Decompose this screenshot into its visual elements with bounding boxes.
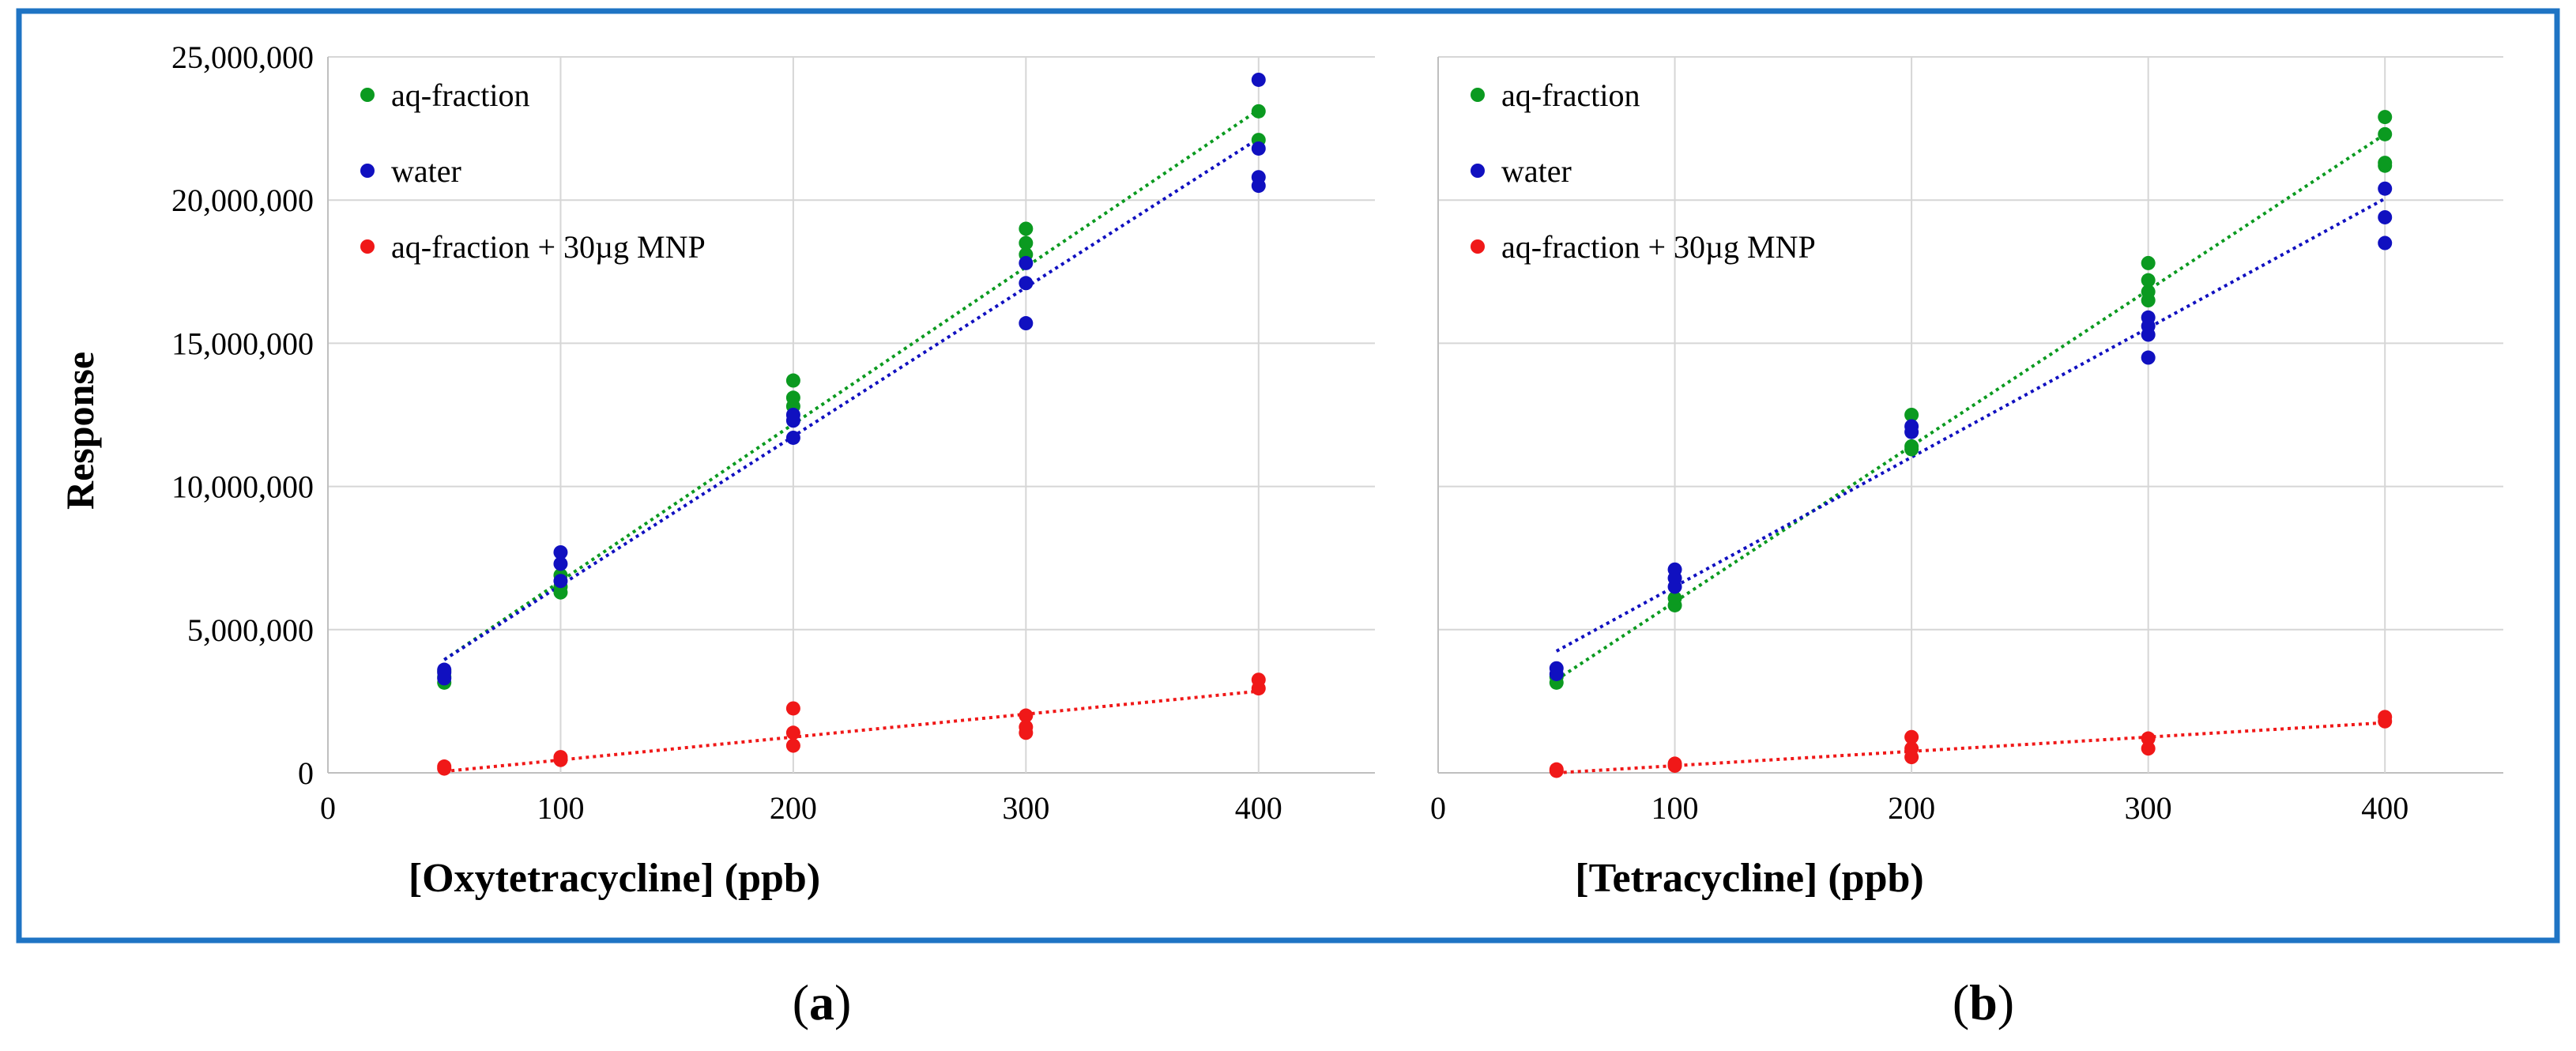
chart-a-legend-marker-aq-fraction-30-g-mnp bbox=[360, 239, 375, 254]
chart-a-x-tick-label: 300 bbox=[1002, 790, 1049, 826]
chart-b-x-tick-label: 300 bbox=[2125, 790, 2172, 826]
chart-b-legend-label-aq-fraction: aq-fraction bbox=[1501, 77, 1640, 113]
chart-a-y-tick-label: 25,000,000 bbox=[171, 40, 314, 75]
chart-b-point-aq-fraction bbox=[1904, 439, 1919, 454]
chart-b-point-water bbox=[2378, 209, 2393, 224]
chart-panel-a: 0 100 200 300 400 0 5,000,000 10,000,000 15,000,… bbox=[58, 40, 1375, 901]
chart-b-point-aq-fraction bbox=[1904, 408, 1919, 422]
chart-a-y-tick-label: 10,000,000 bbox=[171, 469, 314, 505]
chart-a-point-water bbox=[553, 544, 568, 559]
chart-a-point-aq-fraction bbox=[1019, 221, 1034, 236]
chart-b-point-aq-fraction-30-g-mnp bbox=[1904, 741, 1919, 756]
chart-b-x-axis-title: [Tetracycline] (ppb) bbox=[1575, 856, 1923, 901]
chart-b-point-water bbox=[2141, 350, 2156, 365]
chart-a-point-water bbox=[437, 662, 452, 677]
chart-a-point-aq-fraction bbox=[785, 390, 800, 405]
chart-b-x-tick-label: 0 bbox=[1430, 790, 1446, 826]
chart-b-point-water bbox=[1904, 419, 1919, 434]
chart-a-legend-label-water: water bbox=[391, 153, 461, 189]
panel-label-b-close: ) bbox=[1998, 974, 2014, 1030]
figure-border bbox=[16, 8, 2560, 944]
chart-a-legend-label-aq-fraction: aq-fraction bbox=[391, 77, 529, 113]
chart-a-point-water bbox=[1019, 316, 1034, 331]
chart-b-point-water bbox=[2378, 181, 2393, 196]
chart-b-legend-label-aq-fraction-30-g-mnp: aq-fraction + 30µg MNP bbox=[1501, 229, 1816, 265]
chart-a-y-tick-label: 20,000,000 bbox=[171, 183, 314, 218]
chart-b-point-aq-fraction bbox=[2141, 284, 2156, 299]
chart-b-x-tick-label: 200 bbox=[1888, 790, 1935, 826]
chart-b-legend-marker-aq-fraction bbox=[1471, 88, 1485, 102]
chart-a-point-water bbox=[1251, 72, 1266, 87]
chart-a-y-axis-title: Response bbox=[58, 352, 102, 510]
chart-a-trendline-aq-fraction-30-g-mnp bbox=[444, 689, 1259, 774]
chart-b-x-tick-label: 100 bbox=[1651, 790, 1699, 826]
chart-a-point-aq-fraction-30-g-mnp bbox=[1019, 720, 1034, 735]
chart-b-point-aq-fraction bbox=[1667, 590, 1682, 605]
chart-b-point-aq-fraction-30-g-mnp bbox=[2141, 731, 2156, 746]
chart-a-point-aq-fraction-30-g-mnp bbox=[785, 738, 800, 753]
chart-a-point-aq-fraction-30-g-mnp bbox=[1251, 672, 1266, 687]
chart-b-point-aq-fraction-30-g-mnp bbox=[1904, 729, 1919, 744]
chart-panel-b: 0 100 200 300 400 [Tetracycline] (ppb) aq-frac… bbox=[1430, 56, 2503, 901]
chart-b-point-aq-fraction-30-g-mnp bbox=[2378, 710, 2393, 725]
chart-b-point-water bbox=[2378, 235, 2393, 251]
chart-b-point-aq-fraction-30-g-mnp bbox=[1667, 756, 1682, 771]
chart-b-point-aq-fraction bbox=[2378, 110, 2393, 125]
chart-a-point-water bbox=[1251, 141, 1266, 156]
chart-a-point-water bbox=[553, 556, 568, 571]
chart-a-y-tick-label: 0 bbox=[298, 755, 314, 791]
chart-a-point-water bbox=[785, 430, 800, 445]
chart-a-point-aq-fraction-30-g-mnp bbox=[1019, 708, 1034, 723]
panel-label-a: (a) bbox=[793, 974, 852, 1030]
chart-a-x-tick-label: 200 bbox=[770, 790, 817, 826]
chart-b-point-aq-fraction bbox=[2141, 273, 2156, 288]
chart-a-point-water bbox=[1019, 255, 1034, 270]
chart-b-legend-label-water: water bbox=[1501, 153, 1572, 189]
chart-a-legend-marker-aq-fraction bbox=[360, 88, 375, 102]
chart-b-point-water bbox=[2141, 310, 2156, 325]
panel-label-b-letter: b bbox=[1969, 974, 1998, 1030]
chart-b-legend-marker-aq-fraction-30-g-mnp bbox=[1471, 239, 1485, 254]
chart-a-point-aq-fraction-30-g-mnp bbox=[553, 750, 568, 765]
chart-a-point-aq-fraction-30-g-mnp bbox=[437, 759, 452, 774]
chart-a-x-tick-label: 100 bbox=[537, 790, 584, 826]
chart-a-y-tick-label: 5,000,000 bbox=[187, 612, 314, 648]
chart-a-trendline-aq-fraction bbox=[443, 108, 1260, 661]
chart-b-point-aq-fraction-30-g-mnp bbox=[2141, 741, 2156, 756]
chart-b-point-water bbox=[1667, 562, 1682, 577]
chart-a-point-water bbox=[1251, 170, 1266, 185]
chart-b-point-water bbox=[1549, 661, 1564, 676]
chart-b-trendline-aq-fraction bbox=[1555, 133, 2386, 681]
chart-a-y-tick-label: 15,000,000 bbox=[171, 326, 314, 361]
panel-label-a-letter: a bbox=[809, 974, 834, 1030]
chart-a-x-axis-title: [Oxytetracycline] (ppb) bbox=[409, 856, 820, 901]
chart-b-trendline-water bbox=[1555, 197, 2386, 653]
chart-a-point-aq-fraction-30-g-mnp bbox=[785, 725, 800, 740]
chart-a-point-aq-fraction bbox=[1019, 235, 1034, 251]
chart-a-point-water bbox=[553, 574, 568, 589]
chart-a-point-aq-fraction bbox=[1251, 104, 1266, 119]
chart-b-x-tick-label: 400 bbox=[2361, 790, 2408, 826]
chart-b-point-aq-fraction bbox=[2378, 156, 2393, 171]
chart-b-point-aq-fraction-30-g-mnp bbox=[1549, 762, 1564, 777]
chart-a-point-aq-fraction bbox=[785, 373, 800, 388]
chart-a-point-water bbox=[1019, 276, 1034, 291]
chart-a-legend-label-aq-fraction-30-g-mnp: aq-fraction + 30µg MNP bbox=[391, 229, 706, 265]
panel-label-b: (b) bbox=[1953, 974, 2014, 1030]
chart-a-legend-marker-water bbox=[360, 164, 375, 178]
chart-a-trendline-water bbox=[443, 137, 1260, 661]
chart-b-point-aq-fraction bbox=[2141, 255, 2156, 270]
chart-a-point-aq-fraction-30-g-mnp bbox=[785, 701, 800, 716]
chart-a-point-water bbox=[785, 408, 800, 422]
chart-a-x-tick-label: 400 bbox=[1235, 790, 1282, 826]
panel-label-a-open: ( bbox=[793, 974, 809, 1030]
panel-label-b-open: ( bbox=[1953, 974, 1969, 1030]
chart-a-x-tick-label: 0 bbox=[320, 790, 336, 826]
chart-b-trendline-aq-fraction-30-g-mnp bbox=[1556, 721, 2386, 774]
chart-b-point-aq-fraction bbox=[2378, 126, 2393, 141]
chart-b-legend-marker-water bbox=[1471, 164, 1485, 178]
panel-label-a-close: ) bbox=[834, 974, 851, 1030]
